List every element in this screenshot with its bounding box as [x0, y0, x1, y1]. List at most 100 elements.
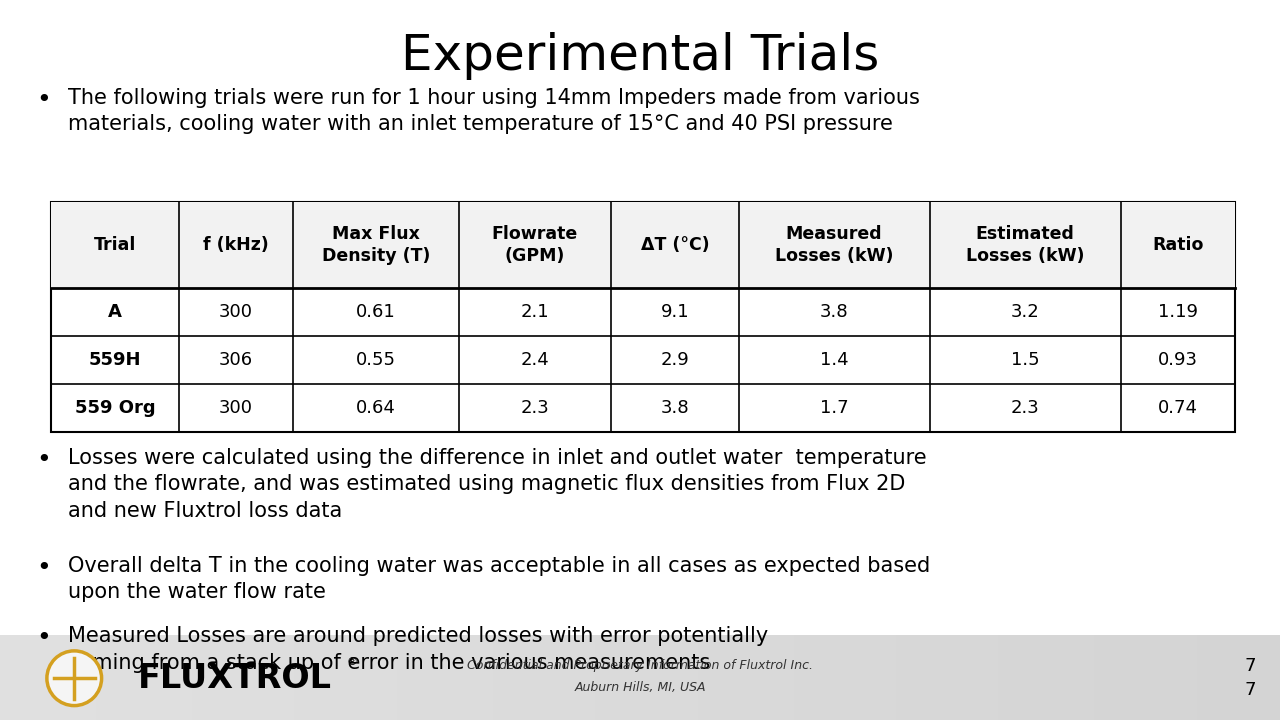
Bar	[64, 635, 70, 720]
Bar	[141, 635, 147, 720]
Bar	[806, 635, 813, 720]
Bar	[1216, 635, 1222, 720]
Bar	[0, 635, 6, 720]
Bar	[102, 635, 109, 720]
Text: 1.19: 1.19	[1158, 303, 1198, 321]
Bar	[83, 635, 90, 720]
Bar	[550, 635, 557, 720]
Bar	[115, 635, 122, 720]
Bar	[614, 635, 621, 720]
Bar	[480, 635, 486, 720]
Bar	[787, 635, 794, 720]
Bar	[269, 635, 275, 720]
Bar	[941, 635, 947, 720]
Bar	[1005, 635, 1011, 720]
Bar	[928, 635, 934, 720]
Text: Experimental Trials: Experimental Trials	[401, 32, 879, 81]
Text: Ratio: Ratio	[1152, 236, 1203, 254]
Bar	[154, 635, 160, 720]
Bar	[179, 635, 186, 720]
Bar	[122, 635, 128, 720]
Bar	[845, 635, 851, 720]
Bar	[1056, 635, 1062, 720]
Bar	[256, 635, 262, 720]
Bar	[90, 635, 96, 720]
Text: 300: 300	[219, 303, 253, 321]
Text: •: •	[36, 626, 51, 650]
Bar	[602, 635, 608, 720]
Bar	[205, 635, 211, 720]
Bar	[1114, 635, 1120, 720]
Bar	[851, 635, 858, 720]
Bar	[454, 635, 461, 720]
Bar	[634, 635, 640, 720]
Text: 1.4: 1.4	[820, 351, 849, 369]
Bar	[250, 635, 256, 720]
Bar	[794, 635, 800, 720]
Text: 0.64: 0.64	[356, 399, 396, 417]
Text: Max Flux
Density (T): Max Flux Density (T)	[321, 225, 430, 265]
Bar	[307, 635, 314, 720]
Bar	[397, 635, 403, 720]
Bar	[544, 635, 550, 720]
Bar	[1133, 635, 1139, 720]
Bar	[659, 635, 666, 720]
Bar	[134, 635, 141, 720]
Bar	[435, 635, 442, 720]
Bar	[1107, 635, 1114, 720]
Bar	[608, 635, 614, 720]
Bar	[512, 635, 518, 720]
Bar	[826, 635, 832, 720]
Text: 2.3: 2.3	[1011, 399, 1039, 417]
Bar	[1088, 635, 1094, 720]
Bar	[339, 635, 346, 720]
Bar	[1037, 635, 1043, 720]
Bar	[1011, 635, 1018, 720]
Bar	[173, 635, 179, 720]
Bar	[147, 635, 154, 720]
Bar	[1158, 635, 1165, 720]
Bar	[762, 635, 768, 720]
Bar	[237, 635, 243, 720]
Bar	[1043, 635, 1050, 720]
Text: 2.9: 2.9	[660, 351, 690, 369]
Text: FLUXTROL: FLUXTROL	[138, 662, 333, 695]
Bar	[1261, 635, 1267, 720]
Bar	[723, 635, 730, 720]
Bar	[813, 635, 819, 720]
Bar	[96, 635, 102, 720]
Bar	[128, 635, 134, 720]
Text: 559 Org: 559 Org	[74, 399, 155, 417]
Bar	[58, 635, 64, 720]
Bar	[1267, 635, 1274, 720]
Bar	[314, 635, 320, 720]
Bar	[288, 635, 294, 720]
Bar	[282, 635, 288, 720]
Bar	[6, 635, 13, 720]
Bar	[685, 635, 691, 720]
Bar	[595, 635, 602, 720]
Bar	[390, 635, 397, 720]
Bar	[70, 635, 77, 720]
Bar	[563, 635, 570, 720]
Bar	[570, 635, 576, 720]
Bar	[1178, 635, 1184, 720]
Text: Measured
Losses (kW): Measured Losses (kW)	[774, 225, 893, 265]
Bar	[819, 635, 826, 720]
Bar	[32, 635, 38, 720]
Bar	[301, 635, 307, 720]
Text: •: •	[36, 556, 51, 580]
Bar	[1222, 635, 1229, 720]
Bar	[640, 635, 646, 720]
Bar	[1254, 635, 1261, 720]
Bar	[230, 635, 237, 720]
Bar	[691, 635, 698, 720]
Bar	[730, 635, 736, 720]
Bar	[800, 635, 806, 720]
Bar	[243, 635, 250, 720]
Bar	[582, 635, 589, 720]
Bar	[467, 635, 474, 720]
Bar	[51, 202, 1235, 432]
Text: 0.55: 0.55	[356, 351, 396, 369]
Bar	[1030, 635, 1037, 720]
